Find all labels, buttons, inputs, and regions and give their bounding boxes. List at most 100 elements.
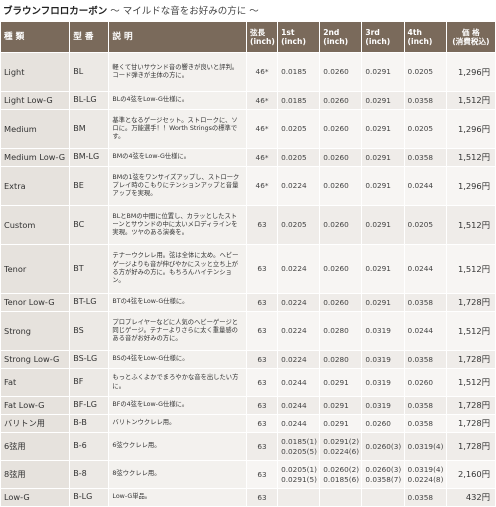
string3-cell: 0.0291 <box>362 110 404 148</box>
string3-cell: 0.0319 <box>362 351 404 368</box>
length-cell: 63 <box>246 312 278 350</box>
string1-cell: 0.0224 <box>278 245 320 293</box>
length-cell: 46* <box>246 110 278 148</box>
table-row: Extra BE BMの1弦をワンサイズアップし、ストロークプレイ時のこもりにテンシ… <box>1 167 495 205</box>
string4-cell: 0.0244 <box>404 167 446 205</box>
desc-cell: BFの4弦をLow-G仕様に。 <box>109 397 246 414</box>
string2-cell: 0.0260 <box>320 167 362 205</box>
price-cell: 1,728円 <box>446 351 495 368</box>
type-cell: Low-G <box>1 489 70 506</box>
string4-cell: 0.0358 <box>404 92 446 109</box>
string4-cell: 0.0205 <box>404 53 446 91</box>
col-type: 種 類 <box>1 22 70 52</box>
price-cell: 1,728円 <box>446 397 495 414</box>
code-cell: BT <box>70 245 109 293</box>
price-cell: 1,512円 <box>446 245 495 293</box>
length-cell: 63 <box>246 489 278 506</box>
string3-cell: 0.0260 <box>362 415 404 432</box>
length-cell: 63 <box>246 245 278 293</box>
string1-cell: 0.0185 <box>278 53 320 91</box>
desc-cell: バリトンウクレレ用。 <box>109 415 246 432</box>
table-row: Low-G B-LG Low-G単品。 63 0.0358 432円 <box>1 489 495 506</box>
code-cell: BT-LG <box>70 294 109 311</box>
code-cell: B-6 <box>70 433 109 460</box>
type-cell: Custom <box>1 206 70 244</box>
table-row: 6弦用 B-6 6弦ウクレレ用。 63 0.0185(1) 0.0205(5) 0.029… <box>1 433 495 460</box>
length-cell: 63 <box>246 369 278 396</box>
table-row: 8弦用 B-8 8弦ウクレレ用。 63 0.0205(1) 0.0291(5) 0.026… <box>1 461 495 488</box>
col-price: 価 格 (消費税込) <box>446 22 495 52</box>
price-cell: 1,512円 <box>446 206 495 244</box>
table-row: Tenor Low-G BT-LG BTの4弦をLow-G仕様に。 63 0.0224 0… <box>1 294 495 311</box>
string4-cell: 0.0244 <box>404 245 446 293</box>
col-string3: 3rd (inch) <box>362 22 404 52</box>
table-row: Custom BC BLとBMの中間に位置し、カラッとしたストーンとサウンドの中に太… <box>1 206 495 244</box>
string2-cell: 0.0260 <box>320 110 362 148</box>
string4-cell: 0.0358 <box>404 489 446 506</box>
price-cell: 1,296円 <box>446 53 495 91</box>
col-length: 弦長 (inch) <box>246 22 278 52</box>
code-cell: BL <box>70 53 109 91</box>
price-cell: 1,728円 <box>446 294 495 311</box>
length-cell: 63 <box>246 461 278 488</box>
string1-cell: 0.0185(1) 0.0205(5) <box>278 433 320 460</box>
table-row: Medium Low-G BM-LG BMの4弦をLow-G仕様に。 46* 0.020… <box>1 149 495 166</box>
table-row: Fat Low-G BF-LG BFの4弦をLow-G仕様に。 63 0.0244 0.0… <box>1 397 495 414</box>
table-header-row: 種 類 型 番 説 明 弦長 (inch) 1st (inch) 2nd (in… <box>1 22 495 52</box>
string1-cell: 0.0224 <box>278 312 320 350</box>
product-title: ブラウンフロロカーボン <box>3 6 108 17</box>
string3-cell: 0.0291 <box>362 167 404 205</box>
code-cell: B-LG <box>70 489 109 506</box>
string4-cell: 0.0358 <box>404 351 446 368</box>
string1-cell: 0.0224 <box>278 167 320 205</box>
string1-cell: 0.0244 <box>278 397 320 414</box>
desc-cell: 基準となるゲージセット。ストロークに、ソロに。万能選手！！Worth Strin… <box>109 110 246 148</box>
table-row: バリトン用 B-B バリトンウクレレ用。 63 0.0244 0.0291 0.0260 0.… <box>1 415 495 432</box>
desc-cell: Low-G単品。 <box>109 489 246 506</box>
string2-cell: 0.0291 <box>320 369 362 396</box>
code-cell: BC <box>70 206 109 244</box>
string3-cell: 0.0291 <box>362 294 404 311</box>
string1-cell: 0.0224 <box>278 294 320 311</box>
string3-cell: 0.0291 <box>362 245 404 293</box>
price-cell: 1,512円 <box>446 92 495 109</box>
length-cell: 63 <box>246 351 278 368</box>
type-cell: Light Low-G <box>1 92 70 109</box>
string1-cell: 0.0244 <box>278 415 320 432</box>
table-row: Fat BF もっとふくよかでまろやかな音を出したい方に。 63 0.0244 0.029… <box>1 369 495 396</box>
price-cell: 1,728円 <box>446 433 495 460</box>
string2-cell: 0.0260(2) 0.0185(6) <box>320 461 362 488</box>
col-desc: 説 明 <box>109 22 246 52</box>
type-cell: Tenor Low-G <box>1 294 70 311</box>
price-cell: 1,296円 <box>446 110 495 148</box>
string3-cell: 0.0319 <box>362 369 404 396</box>
desc-cell: BSの4弦をLow-G仕様に。 <box>109 351 246 368</box>
type-cell: Fat <box>1 369 70 396</box>
type-cell: Medium Low-G <box>1 149 70 166</box>
string2-cell: 0.0291 <box>320 397 362 414</box>
type-cell: Light <box>1 53 70 91</box>
string2-cell: 0.0280 <box>320 312 362 350</box>
string3-cell: 0.0291 <box>362 92 404 109</box>
string2-cell: 0.0260 <box>320 149 362 166</box>
length-cell: 46* <box>246 53 278 91</box>
code-cell: BF-LG <box>70 397 109 414</box>
price-cell: 1,512円 <box>446 369 495 396</box>
type-cell: Tenor <box>1 245 70 293</box>
code-cell: BS <box>70 312 109 350</box>
string3-cell: 0.0319 <box>362 312 404 350</box>
string2-cell: 0.0260 <box>320 206 362 244</box>
price-cell: 1,512円 <box>446 149 495 166</box>
string3-cell <box>362 489 404 506</box>
string4-cell: 0.0260 <box>404 369 446 396</box>
string1-cell: 0.0244 <box>278 369 320 396</box>
length-cell: 46* <box>246 167 278 205</box>
col-string4: 4th (inch) <box>404 22 446 52</box>
string3-cell: 0.0260(3) <box>362 433 404 460</box>
code-cell: B-B <box>70 415 109 432</box>
string1-cell: 0.0205(1) 0.0291(5) <box>278 461 320 488</box>
price-cell: 1,296円 <box>446 167 495 205</box>
type-cell: Strong Low-G <box>1 351 70 368</box>
string-spec-table: 種 類 型 番 説 明 弦長 (inch) 1st (inch) 2nd (in… <box>0 21 496 507</box>
length-cell: 63 <box>246 433 278 460</box>
